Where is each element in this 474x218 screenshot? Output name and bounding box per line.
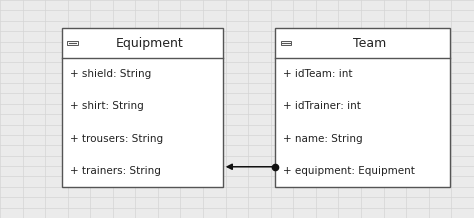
Text: + trainers: String: + trainers: String bbox=[70, 166, 161, 176]
Text: + idTeam: int: + idTeam: int bbox=[283, 69, 353, 79]
Text: + shirt: String: + shirt: String bbox=[70, 101, 144, 111]
Text: Equipment: Equipment bbox=[116, 37, 183, 49]
Text: + idTrainer: int: + idTrainer: int bbox=[283, 101, 361, 111]
Text: + trousers: String: + trousers: String bbox=[70, 134, 163, 144]
Bar bbox=[275, 28, 450, 187]
Text: Team: Team bbox=[353, 37, 386, 49]
Bar bbox=[62, 28, 223, 187]
Bar bbox=[281, 41, 291, 46]
Text: + name: String: + name: String bbox=[283, 134, 363, 144]
Text: + shield: String: + shield: String bbox=[70, 69, 151, 79]
Text: + equipment: Equipment: + equipment: Equipment bbox=[283, 166, 415, 176]
Bar bbox=[67, 41, 78, 46]
